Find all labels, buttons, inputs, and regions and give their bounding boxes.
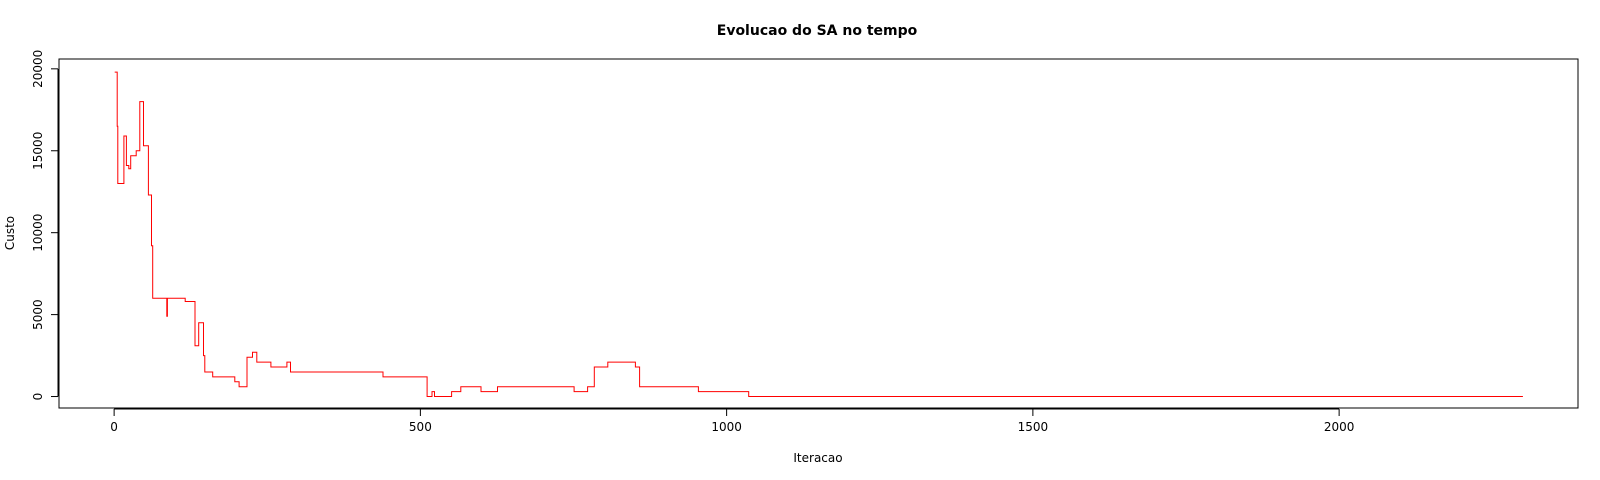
x-tick-label: 500 <box>409 420 432 434</box>
y-tick-label: 10000 <box>31 214 45 252</box>
plot-frame <box>58 58 1579 409</box>
y-tick-label: 0 <box>31 393 45 401</box>
x-axis: 0 500 1000 1500 2000 <box>110 408 1355 434</box>
y-tick-label: 20000 <box>31 50 45 88</box>
x-tick-label: 1000 <box>711 420 742 434</box>
x-axis-label: Iteracao <box>793 451 842 465</box>
chart-title: Evolucao do SA no tempo <box>717 23 918 39</box>
y-tick-label: 15000 <box>31 132 45 170</box>
series-line <box>114 71 1523 397</box>
y-axis: 0 5000 10000 15000 20000 <box>31 50 59 401</box>
x-tick-label: 0 <box>110 420 118 434</box>
x-tick-label: 1500 <box>1018 420 1049 434</box>
y-tick-label: 5000 <box>31 299 45 330</box>
series-layer <box>114 71 1523 397</box>
y-axis-label: Custo <box>3 216 17 250</box>
x-tick-label: 2000 <box>1324 420 1355 434</box>
